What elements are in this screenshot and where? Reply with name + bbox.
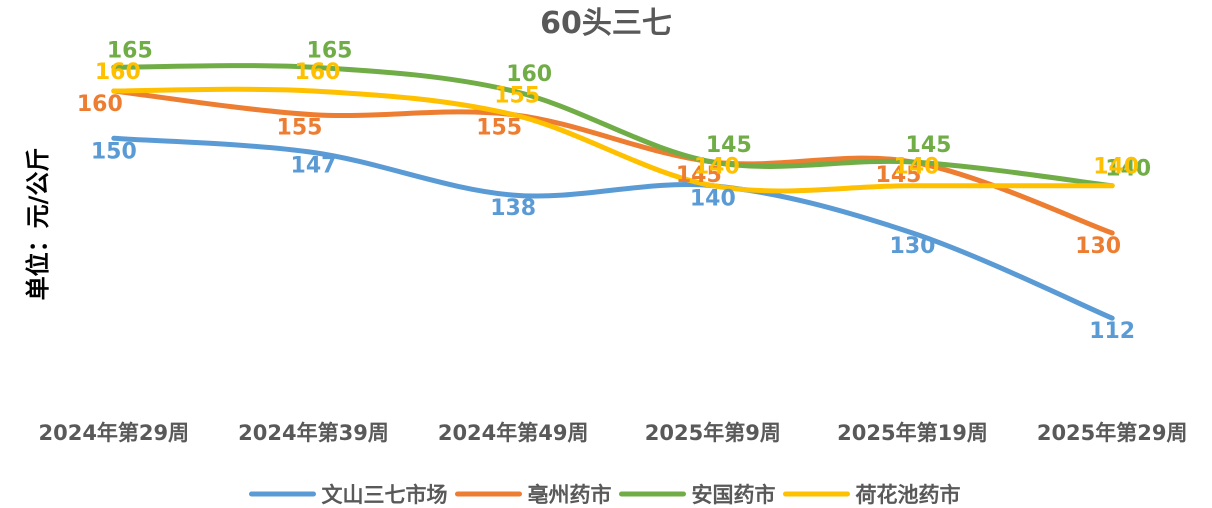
data-label: 155 [494, 84, 540, 109]
x-axis-ticks: 2024年第29周 2024年第39周 2024年第49周 2025年第9周 2025年… [38, 421, 1187, 445]
x-tick-label: 2025年第29周 [1037, 421, 1188, 445]
legend: 文山三七市场 亳州药市 安国药市 荷花池药市 [249, 483, 961, 507]
data-label: 160 [95, 60, 141, 85]
data-label: 165 [307, 38, 353, 63]
legend-label: 安国药市 [692, 483, 776, 507]
x-tick-label: 2024年第29周 [38, 421, 189, 445]
data-label: 150 [91, 139, 137, 164]
series-line [111, 63, 1115, 189]
data-label: 160 [295, 60, 341, 85]
x-tick-label: 2024年第49周 [438, 421, 589, 445]
x-tick-label: 2025年第19周 [837, 421, 988, 445]
data-label: 145 [876, 163, 922, 188]
data-label: 145 [706, 133, 752, 158]
series-line [111, 86, 1115, 194]
data-label: 140 [894, 155, 940, 180]
series-line [111, 88, 1115, 236]
data-label: 138 [490, 196, 536, 221]
data-label: 140 [690, 187, 736, 212]
data-label: 140 [1105, 157, 1151, 182]
data-label: 130 [1075, 234, 1121, 259]
data-label: 165 [107, 38, 153, 63]
data-label: 145 [676, 163, 722, 188]
data-label: 155 [277, 116, 323, 141]
data-label: 160 [77, 92, 123, 117]
series-line [111, 135, 1115, 321]
data-label: 112 [1089, 319, 1135, 344]
chart-title: 60头三七 [540, 6, 672, 41]
data-label: 147 [291, 154, 337, 179]
data-label: 160 [506, 62, 552, 87]
data-label: 130 [890, 234, 936, 259]
data-label: 145 [906, 133, 952, 158]
x-tick-label: 2025年第9周 [645, 421, 781, 445]
data-label: 140 [694, 155, 740, 180]
data-label: 140 [1093, 155, 1139, 180]
series-lines [111, 63, 1115, 321]
x-tick-label: 2024年第39周 [238, 421, 389, 445]
data-label: 155 [476, 116, 522, 141]
y-axis-label: 单位：元/公斤 [24, 148, 52, 301]
legend-label: 荷花池药市 [856, 483, 961, 507]
legend-label: 文山三七市场 [322, 483, 448, 507]
legend-label: 亳州药市 [528, 483, 612, 507]
